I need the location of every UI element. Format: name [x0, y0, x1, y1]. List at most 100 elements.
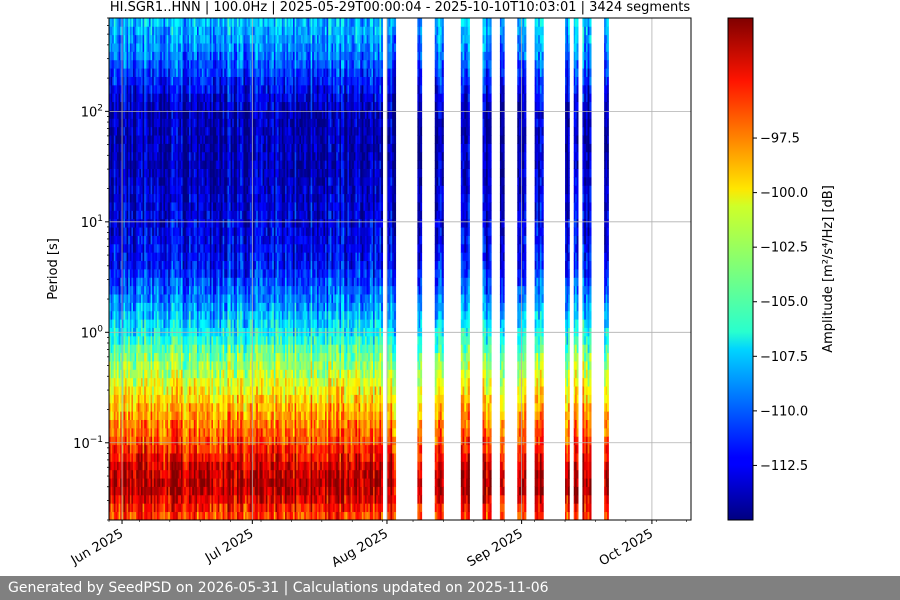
heatmap-cell	[129, 218, 132, 228]
heatmap-cell	[133, 369, 135, 379]
heatmap-cell	[205, 68, 208, 77]
heatmap-cell	[158, 260, 161, 270]
heatmap-cell	[185, 469, 188, 479]
heatmap-cell	[136, 478, 139, 487]
heatmap-cell	[131, 386, 134, 395]
heatmap-cell	[165, 302, 168, 312]
heatmap-cell	[144, 302, 147, 312]
heatmap-cell	[195, 43, 198, 52]
heatmap-cell	[150, 469, 153, 479]
heatmap-cell	[126, 76, 129, 86]
heatmap-cell	[109, 503, 111, 513]
heatmap-cell	[149, 243, 151, 253]
heatmap-cell	[166, 76, 169, 86]
heatmap-cell	[141, 18, 143, 27]
heatmap-cell	[157, 151, 159, 161]
heatmap-cell	[179, 402, 182, 412]
heatmap-cell	[152, 126, 155, 136]
heatmap-cell	[113, 411, 116, 420]
heatmap-cell	[201, 176, 204, 186]
heatmap-cell	[110, 93, 113, 103]
heatmap-cell	[213, 285, 216, 295]
heatmap-cell	[112, 277, 115, 287]
heatmap-cell	[198, 411, 201, 420]
heatmap-cell	[157, 494, 159, 504]
heatmap-cell	[187, 51, 190, 61]
heatmap-cell	[134, 277, 137, 287]
heatmap-cell	[150, 18, 153, 27]
heatmap-cell	[201, 101, 204, 111]
heatmap-cell	[169, 411, 172, 420]
heatmap-cell	[189, 444, 192, 454]
heatmap-cell	[125, 361, 127, 370]
heatmap-cell	[189, 461, 192, 471]
heatmap-cell	[213, 26, 216, 36]
heatmap-cell	[209, 126, 212, 136]
heatmap-cell	[158, 202, 161, 211]
heatmap-cell	[160, 419, 163, 429]
heatmap-cell	[128, 352, 131, 362]
heatmap-cell	[179, 151, 182, 161]
heatmap-cell	[112, 218, 115, 228]
heatmap-cell	[163, 151, 166, 161]
heatmap-cell	[115, 151, 118, 161]
heatmap-cell	[206, 202, 209, 211]
heatmap-cell	[153, 18, 156, 27]
heatmap-cell	[205, 260, 208, 270]
heatmap-cell	[161, 126, 164, 136]
heatmap-cell	[198, 110, 201, 119]
heatmap-cell	[166, 135, 169, 144]
heatmap-cell	[152, 210, 155, 220]
heatmap-cell	[147, 335, 150, 345]
heatmap-cell	[209, 377, 212, 387]
heatmap-cell	[142, 34, 145, 44]
heatmap-cell	[149, 335, 151, 345]
heatmap-cell	[139, 369, 142, 379]
heatmap-cell	[192, 26, 195, 36]
heatmap-cell	[141, 227, 143, 236]
heatmap-cell	[152, 511, 155, 520]
heatmap-cell	[121, 34, 124, 44]
heatmap-cell	[150, 269, 153, 278]
heatmap-cell	[173, 419, 176, 429]
heatmap-cell	[208, 402, 211, 412]
heatmap-cell	[198, 118, 201, 128]
heatmap-cell	[136, 469, 139, 479]
heatmap-cell	[137, 511, 140, 520]
heatmap-cell	[158, 84, 161, 94]
heatmap-cell	[110, 344, 113, 354]
heatmap-cell	[112, 34, 115, 44]
heatmap-cell	[211, 143, 214, 153]
heatmap-cell	[179, 478, 182, 487]
heatmap-cell	[128, 243, 131, 253]
heatmap-cell	[197, 503, 200, 513]
heatmap-cell	[197, 143, 200, 153]
heatmap-cell	[173, 402, 176, 412]
heatmap-cell	[206, 51, 209, 61]
heatmap-cell	[177, 277, 180, 287]
heatmap-cell	[197, 59, 200, 69]
heatmap-cell	[176, 419, 179, 429]
heatmap-cell	[134, 294, 137, 303]
heatmap-cell	[205, 227, 208, 236]
heatmap-cell	[179, 453, 182, 462]
heatmap-cell	[131, 352, 134, 362]
heatmap-cell	[161, 478, 164, 487]
heatmap-cell	[160, 411, 163, 420]
heatmap-cell	[185, 43, 188, 52]
heatmap-cell	[157, 394, 159, 404]
heatmap-cell	[182, 453, 185, 462]
heatmap-cell	[129, 93, 132, 103]
heatmap-cell	[137, 110, 140, 119]
heatmap-cell	[131, 118, 134, 128]
heatmap-cell	[197, 386, 200, 395]
heatmap-cell	[187, 43, 190, 52]
heatmap-cell	[158, 285, 161, 295]
heatmap-cell	[168, 84, 171, 94]
heatmap-cell	[125, 260, 127, 270]
heatmap-cell	[179, 84, 182, 94]
heatmap-cell	[157, 503, 159, 513]
heatmap-cell	[163, 135, 166, 144]
heatmap-cell	[117, 394, 119, 404]
heatmap-cell	[158, 310, 161, 320]
